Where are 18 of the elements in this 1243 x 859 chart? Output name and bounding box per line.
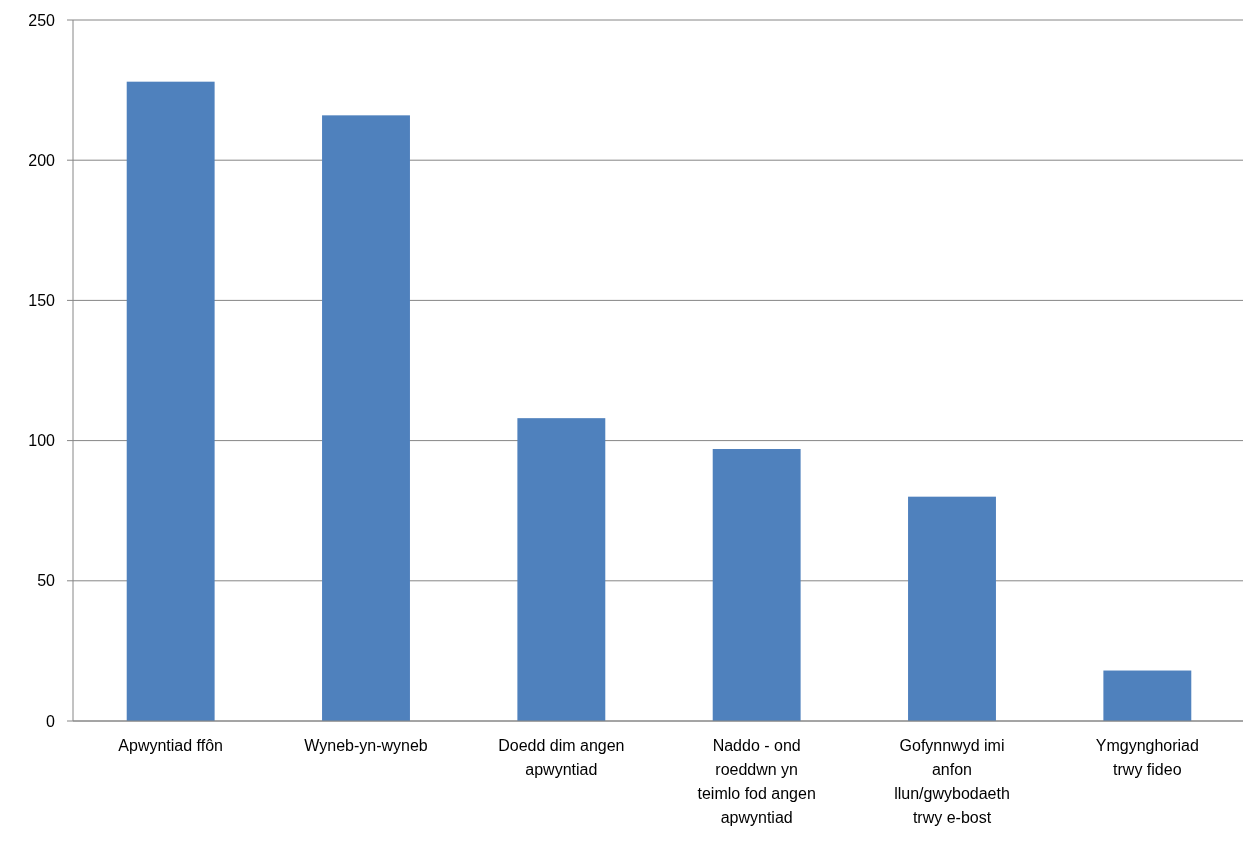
x-tick-label: Naddo - ond roeddwn yn teimlo fod angen apwyntiad	[697, 737, 816, 826]
y-tick-label: 50	[37, 572, 56, 590]
x-tick-label: Doedd dim angen apwyntiad	[498, 737, 625, 778]
y-tick-label: 100	[28, 432, 56, 450]
y-tick-label: 0	[46, 712, 56, 730]
bar	[322, 115, 410, 721]
bar	[1103, 670, 1192, 721]
bar	[517, 418, 606, 721]
bar	[126, 81, 215, 721]
x-tick-label: Gofynnwyd imi anfon llun/gwybodaeth trwy e-bost	[894, 737, 1010, 826]
y-tick-label: 150	[28, 292, 56, 309]
bar	[908, 496, 996, 721]
y-tick-label: 200	[28, 151, 56, 169]
x-tick-label: Ymgynghoriad trwy fideo	[1095, 737, 1199, 778]
bar	[712, 449, 801, 721]
x-tick-label: Apwyntiad ffôn	[118, 737, 223, 754]
x-tick-label: Wyneb-yn-wyneb	[304, 737, 428, 754]
y-tick-label: 250	[28, 11, 56, 29]
